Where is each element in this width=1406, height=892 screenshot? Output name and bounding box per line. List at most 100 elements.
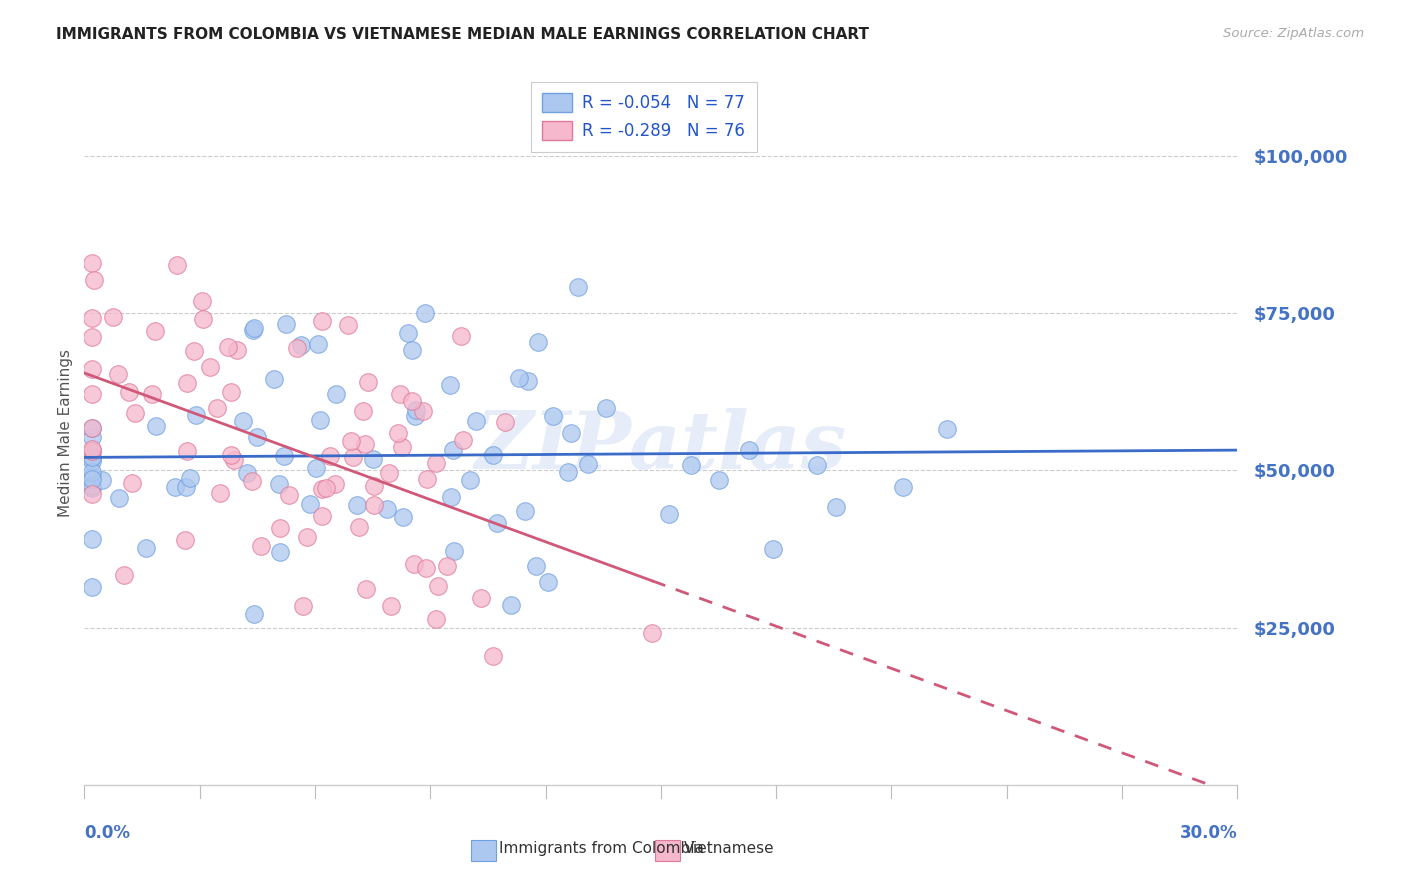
Point	[107, 368, 129, 382]
Point	[460, 473, 482, 487]
Point	[208, 485, 231, 500]
FancyBboxPatch shape	[655, 840, 681, 861]
Point	[346, 498, 368, 512]
Point	[658, 507, 681, 521]
Point	[295, 530, 318, 544]
Point	[103, 310, 125, 325]
Point	[679, 458, 702, 472]
Point	[485, 516, 508, 530]
Point	[387, 426, 409, 441]
Point	[380, 599, 402, 613]
Point	[524, 559, 547, 574]
Point	[315, 481, 337, 495]
Point	[80, 430, 103, 444]
Point	[495, 415, 517, 429]
Point	[450, 329, 472, 343]
Point	[200, 360, 222, 375]
Point	[166, 259, 188, 273]
Point	[80, 466, 103, 480]
Point	[508, 371, 530, 385]
Point	[936, 422, 959, 436]
Legend: R = -0.054   N = 77, R = -0.289   N = 76: R = -0.054 N = 77, R = -0.289 N = 76	[531, 81, 756, 152]
Point	[825, 500, 848, 514]
Point	[806, 458, 828, 473]
Point	[439, 378, 461, 392]
Point	[354, 582, 377, 596]
Point	[404, 409, 426, 423]
Point	[269, 521, 291, 535]
Point	[179, 471, 201, 485]
Point	[501, 598, 523, 612]
Point	[80, 478, 103, 492]
Point	[285, 341, 308, 355]
Point	[176, 376, 198, 390]
Point	[347, 519, 370, 533]
Point	[557, 466, 579, 480]
Point	[470, 591, 492, 605]
Text: ZIPatlas: ZIPatlas	[475, 408, 846, 485]
Point	[80, 387, 103, 401]
Text: 30.0%: 30.0%	[1180, 823, 1237, 842]
Point	[339, 434, 361, 448]
Point	[311, 314, 333, 328]
Point	[413, 306, 436, 320]
Point	[80, 580, 103, 594]
Point	[80, 469, 103, 483]
Point	[352, 403, 374, 417]
Point	[464, 414, 486, 428]
Point	[80, 444, 103, 458]
Point	[269, 544, 291, 558]
Point	[415, 561, 437, 575]
Point	[246, 430, 269, 444]
Point	[121, 476, 143, 491]
Point	[436, 558, 458, 573]
Point	[240, 474, 263, 488]
Text: Source: ZipAtlas.com: Source: ZipAtlas.com	[1223, 27, 1364, 40]
Point	[193, 311, 215, 326]
Point	[342, 450, 364, 465]
Point	[536, 575, 558, 590]
Point	[80, 310, 103, 325]
Point	[541, 409, 564, 424]
Point	[117, 384, 139, 399]
Point	[515, 504, 537, 518]
Point	[186, 408, 208, 422]
Point	[319, 450, 342, 464]
Point	[527, 335, 550, 350]
Point	[363, 479, 385, 493]
Point	[80, 421, 103, 435]
Point	[250, 539, 273, 553]
Text: 0.0%: 0.0%	[84, 823, 131, 842]
Point	[641, 625, 664, 640]
Point	[90, 474, 112, 488]
Point	[263, 371, 285, 385]
Point	[451, 433, 474, 447]
Point	[278, 488, 301, 502]
Point	[174, 480, 197, 494]
Point	[392, 510, 415, 524]
Point	[112, 568, 135, 582]
Point	[298, 497, 321, 511]
Point	[416, 472, 439, 486]
Point	[311, 509, 333, 524]
Point	[80, 532, 103, 546]
Y-axis label: Median Male Earnings: Median Male Earnings	[58, 349, 73, 516]
Point	[217, 340, 239, 354]
Point	[80, 454, 103, 468]
Point	[183, 343, 205, 358]
Point	[401, 394, 423, 409]
Point	[595, 401, 617, 416]
Point	[80, 482, 103, 496]
Point	[80, 442, 103, 456]
Point	[80, 330, 103, 344]
Text: IMMIGRANTS FROM COLOMBIA VS VIETNAMESE MEDIAN MALE EARNINGS CORRELATION CHART: IMMIGRANTS FROM COLOMBIA VS VIETNAMESE M…	[56, 27, 869, 42]
Point	[135, 541, 157, 555]
Point	[357, 375, 380, 389]
Point	[762, 541, 785, 556]
Point	[236, 466, 259, 480]
Point	[388, 387, 411, 401]
Point	[481, 649, 503, 664]
Point	[443, 443, 465, 458]
Point	[80, 472, 103, 486]
Point	[308, 412, 330, 426]
